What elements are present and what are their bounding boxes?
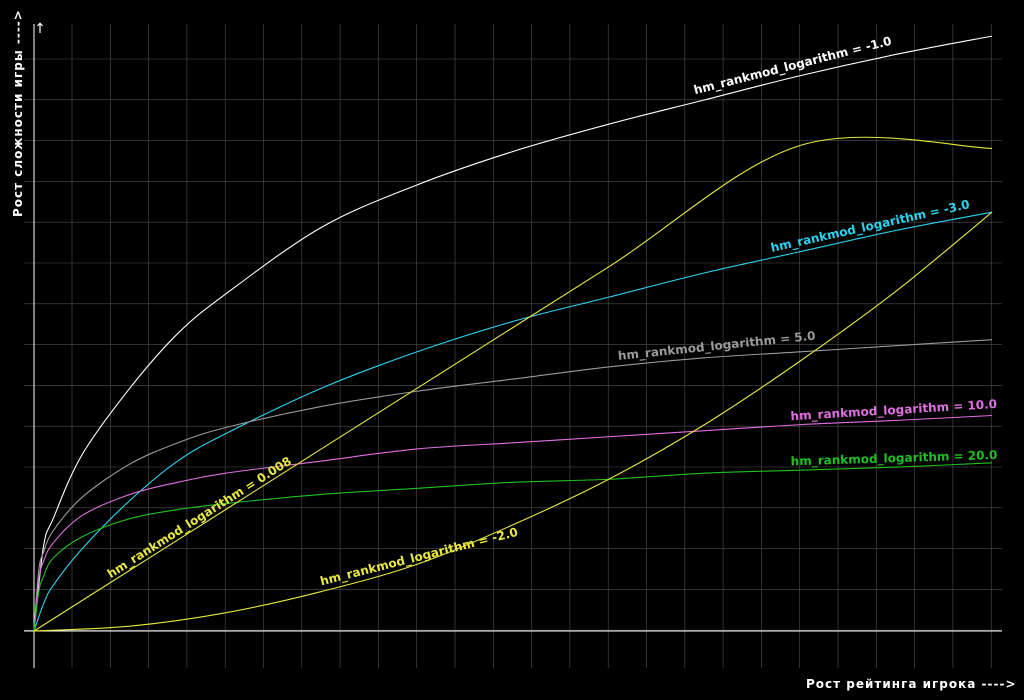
x-axis-label: Рост рейтинга игрока ----> (806, 677, 1017, 691)
series-line-0 (33, 35, 993, 632)
series-line-5 (33, 136, 993, 632)
y-axis-label: Рост сложности игры ----> (11, 9, 25, 217)
series-group (33, 35, 993, 632)
series-line-6 (33, 211, 993, 632)
series-line-1 (33, 211, 993, 632)
grid (24, 24, 1002, 668)
y-axis-arrow-icon: ↑ (34, 21, 46, 37)
series-line-3 (33, 414, 993, 632)
series-line-2 (33, 339, 993, 632)
axes: ↑ (24, 21, 1002, 668)
series-line-4 (33, 462, 993, 632)
